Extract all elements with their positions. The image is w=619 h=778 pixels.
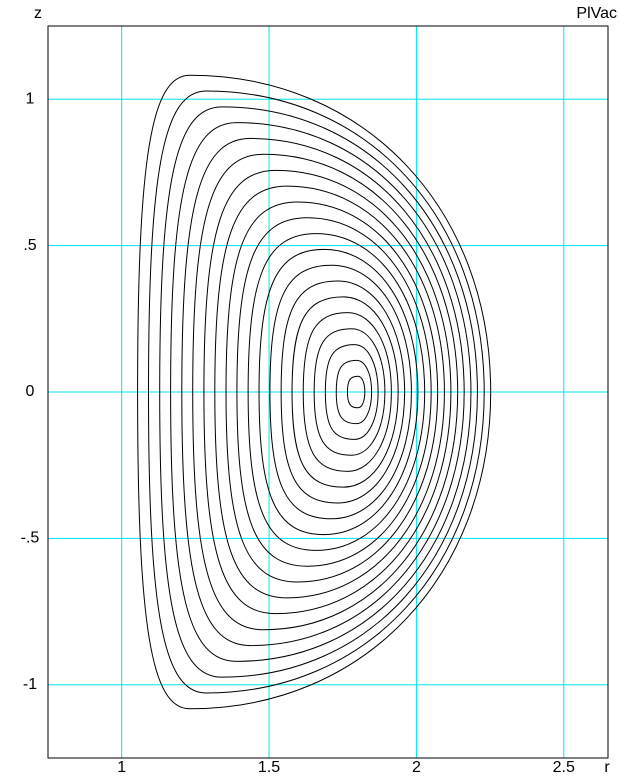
flux-contour bbox=[280, 280, 406, 504]
y-tick-label: -.5 bbox=[21, 530, 40, 547]
flux-contour bbox=[170, 122, 472, 662]
plot-border bbox=[47, 25, 609, 759]
x-tick-label: 2.5 bbox=[553, 759, 575, 776]
flux-contour bbox=[335, 359, 373, 425]
flux-contour bbox=[192, 153, 459, 631]
flux-contour bbox=[346, 375, 366, 409]
chart-title: PlVac bbox=[576, 5, 617, 22]
flux-contour bbox=[247, 233, 426, 551]
flux-contour bbox=[137, 74, 492, 710]
flux-contour bbox=[203, 169, 452, 615]
flux-contour bbox=[225, 201, 439, 583]
flux-contour bbox=[214, 185, 445, 599]
y-tick-label: -1 bbox=[23, 676, 37, 693]
y-tick-label: .5 bbox=[23, 237, 36, 254]
flux-contour bbox=[159, 106, 478, 678]
flux-contour bbox=[258, 248, 419, 536]
flux-contour bbox=[181, 137, 465, 647]
flux-contour bbox=[269, 264, 412, 520]
y-axis-label: z bbox=[34, 5, 42, 22]
x-tick-label: 1.5 bbox=[258, 759, 280, 776]
flux-contour bbox=[324, 344, 379, 440]
x-tick-label: 2 bbox=[412, 759, 421, 776]
x-axis-label: r bbox=[604, 759, 610, 776]
flux-contour bbox=[236, 217, 432, 567]
flux-contour bbox=[291, 296, 399, 488]
flux-contour bbox=[302, 312, 392, 472]
x-tick-label: 1 bbox=[117, 759, 126, 776]
flux-contour bbox=[313, 328, 386, 456]
y-tick-label: 1 bbox=[26, 90, 35, 107]
y-tick-label: 0 bbox=[26, 383, 35, 400]
flux-contour bbox=[148, 90, 485, 694]
